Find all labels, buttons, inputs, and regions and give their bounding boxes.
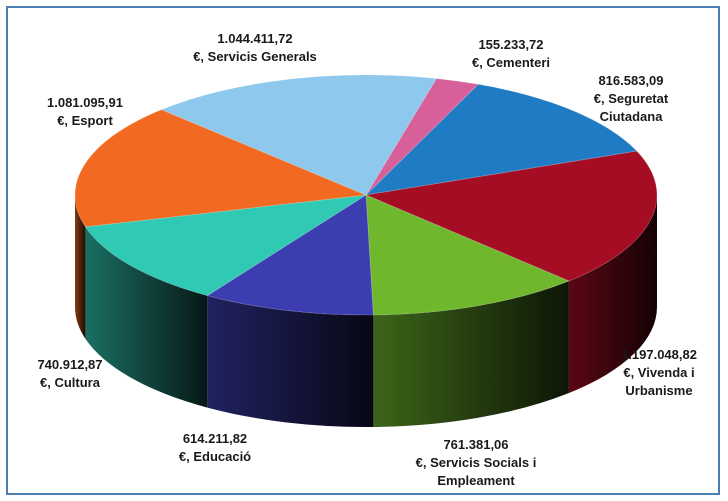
label-vivenda-name-2: Urbanisme — [625, 383, 693, 398]
pie-slice-esport — [74, 109, 368, 228]
label-servicis-socials-value: 761.381,06 — [443, 437, 509, 452]
pie-slice-seguretat-ciutadana — [364, 83, 638, 196]
label-educacio: 614.211,82 €, Educació — [160, 430, 270, 466]
label-seguretat-value: 816.583,09 — [598, 73, 664, 88]
pie-slice-cultura — [84, 194, 367, 297]
label-cementeri: 155.233,72 €, Cementeri — [456, 36, 566, 72]
label-educacio-name: €, Educació — [178, 449, 252, 464]
pie-side-cultura — [85, 226, 208, 408]
label-cementeri-value: 155.233,72 — [478, 37, 544, 52]
pie-slice-cementeri — [365, 78, 480, 196]
label-vivenda-name: €, Vivenda i — [623, 365, 695, 380]
label-educacio-value: 614.211,82 — [182, 431, 248, 446]
label-cultura-name: €, Cultura — [40, 375, 100, 390]
label-vivenda-value: 1.197.048,82 — [621, 347, 697, 362]
pie-slice-servicis-generals — [160, 74, 438, 196]
label-servicis-socials-name-2: Empleament — [437, 473, 515, 488]
label-cementeri-name: €, Cementeri — [471, 55, 551, 70]
label-servicis-socials: 761.381,06 €, Servicis Socials i Empleam… — [396, 436, 556, 490]
label-esport-name: €, Esport — [57, 113, 113, 128]
pie-slice-educaci- — [206, 194, 374, 316]
label-seguretat-name-2: Ciutadana — [599, 109, 663, 124]
label-esport-value: 1.081.095,91 — [47, 95, 123, 110]
label-esport: 1.081.095,91 €, Esport — [30, 94, 140, 130]
label-cultura: 740.912,87 €, Cultura — [20, 356, 120, 392]
pie-side-vivenda-i-urbanisme — [568, 195, 657, 394]
pie-side-educaci- — [207, 295, 374, 427]
label-vivenda: 1.197.048,82 €, Vivenda i Urbanisme — [604, 346, 714, 400]
pie-slice-vivenda-i-urbanisme — [364, 150, 658, 282]
label-cultura-value: 740.912,87 — [37, 357, 103, 372]
label-seguretat-name: €, Seguretat — [593, 91, 669, 106]
label-servicis-generals-value: 1.044.411,72 — [217, 31, 293, 46]
label-servicis-socials-name: €, Servicis Socials i — [415, 455, 537, 470]
pie-side-esport — [75, 195, 86, 339]
label-servicis-generals-name: €, Servicis Generals — [193, 49, 317, 64]
label-servicis-generals: 1.044.411,72 €, Servicis Generals — [180, 30, 330, 66]
pie-side-servicis-socials-i-empleament — [373, 281, 569, 427]
label-seguretat: 816.583,09 €, Seguretat Ciutadana — [576, 72, 686, 126]
pie-slice-servicis-socials-i-empleament — [365, 194, 571, 316]
